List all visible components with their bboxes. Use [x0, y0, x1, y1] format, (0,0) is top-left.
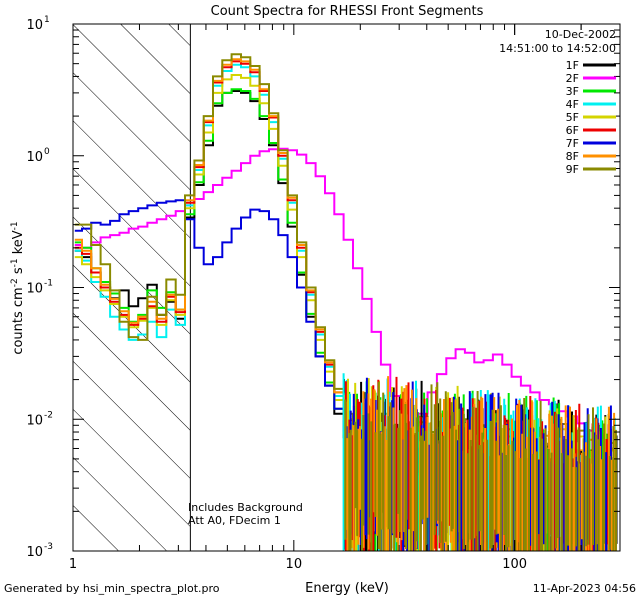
legend-item-5f: 5F: [566, 111, 616, 124]
annotation-line-2: Att A0, FDecim 1: [188, 514, 281, 527]
legend-item-7f: 7F: [566, 137, 616, 150]
hatch-fill: [73, 24, 191, 551]
y-axis-label: counts cm-2 s-1 keV-1: [10, 221, 26, 354]
legend-item-2f: 2F: [566, 72, 616, 85]
x-tick-label: 100: [502, 557, 527, 572]
legend-item-3f: 3F: [566, 85, 616, 98]
y-tick-label: 10 -2: [26, 410, 53, 428]
x-tick-label: 1: [69, 557, 77, 572]
legend-label: 8F: [566, 150, 579, 163]
x-axis-label: Energy (keV): [305, 581, 389, 596]
y-tick-label: 10 -3: [26, 542, 53, 560]
annotation-line-1: Includes Background: [188, 501, 303, 514]
legend-label: 5F: [566, 111, 579, 124]
svg-text:-1: -1: [44, 279, 53, 289]
y-tick-label: 10 0: [26, 147, 50, 165]
svg-text:0: 0: [44, 147, 50, 157]
x-tick-label: 10: [286, 557, 303, 572]
svg-text:1: 1: [44, 15, 50, 25]
legend-item-1f: 1F: [566, 59, 616, 72]
legend-label: 4F: [566, 98, 579, 111]
svg-text:10: 10: [26, 545, 43, 560]
y-tick-label: 10 -1: [26, 279, 53, 297]
footer-timestamp: 11-Apr-2023 04:56: [533, 582, 636, 595]
ylabel-part-d: -1: [10, 258, 20, 267]
x-tick-labels: 1 10 100: [69, 557, 527, 572]
spectra-curves: [74, 53, 618, 551]
ylabel-part-f: -1: [10, 221, 20, 230]
ylabel-part-a: counts cm: [11, 287, 26, 354]
svg-text:10: 10: [26, 150, 43, 165]
legend-label: 6F: [566, 124, 579, 137]
spectrum-noise-9f: [344, 381, 617, 551]
legend-label: 7F: [566, 137, 579, 150]
observation-time-range: 14:51:00 to 14:52:00: [499, 42, 616, 55]
footer-generated-by: Generated by hsi_min_spectra_plot.pro: [4, 582, 220, 595]
svg-text:counts cm-2 s-1 keV-1: counts cm-2 s-1 keV-1: [10, 221, 26, 354]
svg-text:-2: -2: [44, 410, 53, 420]
legend-label: 9F: [566, 163, 579, 176]
y-tick-label: 10 1: [26, 15, 49, 33]
ylabel-part-b: -2: [10, 278, 20, 287]
svg-text:-3: -3: [44, 542, 53, 552]
legend-item-6f: 6F: [566, 124, 616, 137]
plot-frame: [72, 23, 621, 552]
page-title: Count Spectra for RHESSI Front Segments: [211, 4, 484, 19]
legend-label: 1F: [566, 59, 579, 72]
legend-item-4f: 4F: [566, 98, 616, 111]
ylabel-part-c: s: [11, 267, 26, 278]
svg-text:10: 10: [26, 413, 43, 428]
legend-label: 2F: [566, 72, 579, 85]
legend-item-8f: 8F: [566, 150, 616, 163]
ylabel-part-e: keV: [11, 230, 26, 258]
svg-text:10: 10: [26, 18, 43, 33]
hatched-attenuator-region: [73, 24, 191, 551]
observation-date: 10-Dec-2002: [545, 28, 616, 41]
legend-item-9f: 9F: [566, 163, 616, 176]
spectrum-line-2f: [74, 147, 616, 452]
svg-text:10: 10: [26, 282, 43, 297]
legend-label: 3F: [566, 85, 579, 98]
